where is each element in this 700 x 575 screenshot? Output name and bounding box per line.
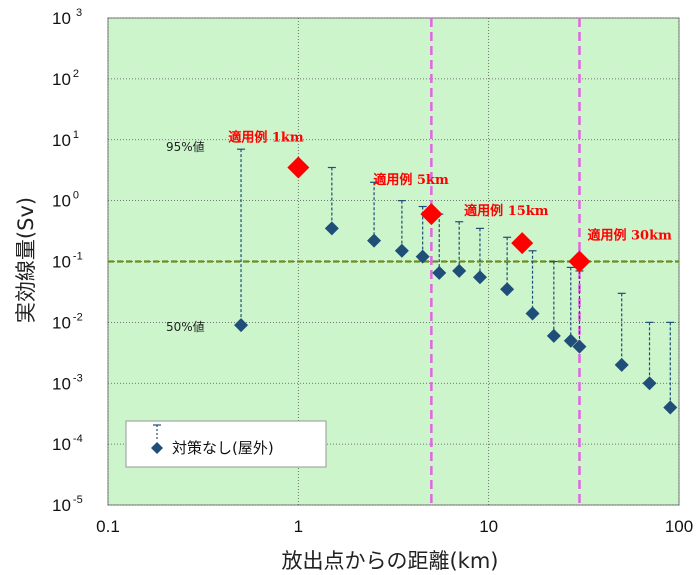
data-point [452, 263, 467, 278]
y-axis-title: 実効線量(Sv) [14, 197, 38, 323]
x-tick-label: 0.1 [96, 517, 120, 536]
application-point [511, 232, 534, 255]
legend-label: 対策なし(屋外) [172, 439, 274, 457]
data-point [415, 249, 430, 264]
application-label: 適用例 5km [373, 172, 449, 188]
data-point [563, 333, 578, 348]
y-tick-label: 10 -3 [52, 372, 83, 393]
application-label: 適用例 1km [228, 130, 304, 146]
p50-label: 50%値 [166, 319, 205, 334]
grid-lines [107, 17, 680, 506]
y-tick-label: 10 -1 [52, 251, 83, 272]
data-point [394, 243, 409, 258]
data-point [472, 270, 487, 285]
y-tick-label: 10 3 [52, 7, 82, 28]
data-point [432, 265, 447, 280]
x-tick-label: 10 [479, 517, 498, 536]
application-point [420, 203, 443, 226]
data-point [572, 339, 587, 354]
data-points [234, 221, 678, 415]
data-point [546, 328, 561, 343]
x-tick-label: 100 [665, 517, 693, 536]
x-axis-title: 放出点からの距離(km) [281, 549, 498, 573]
legend-diamond-marker [151, 442, 163, 454]
application-label: 適用例 30km [587, 228, 672, 244]
application-point [568, 250, 591, 273]
y-tick-label: 10 -5 [52, 494, 83, 515]
application-label: 適用例 15km [464, 203, 549, 219]
data-point [500, 282, 515, 297]
y-tick-label: 10 -2 [52, 311, 83, 332]
data-point [642, 376, 657, 391]
p95-label: 95%値 [166, 139, 205, 154]
application-point [287, 156, 310, 179]
data-point [614, 357, 629, 372]
data-point [663, 400, 678, 415]
y-tick-label: 10 1 [52, 129, 79, 150]
data-point [324, 221, 339, 236]
data-point [367, 233, 382, 248]
y-tick-label: 10 0 [52, 190, 79, 211]
data-point [525, 306, 540, 321]
x-tick-label: 1 [294, 517, 303, 536]
application-examples: 適用例 1km 適用例 5km 適用例 15km 適用例 30km [228, 130, 672, 273]
y-tick-label: 10 -4 [52, 433, 83, 454]
percentile-whiskers [237, 148, 675, 408]
legend: 対策なし(屋外) [125, 420, 327, 468]
y-tick-label: 10 2 [52, 68, 79, 89]
data-point [234, 318, 249, 333]
legend-box [125, 420, 327, 468]
